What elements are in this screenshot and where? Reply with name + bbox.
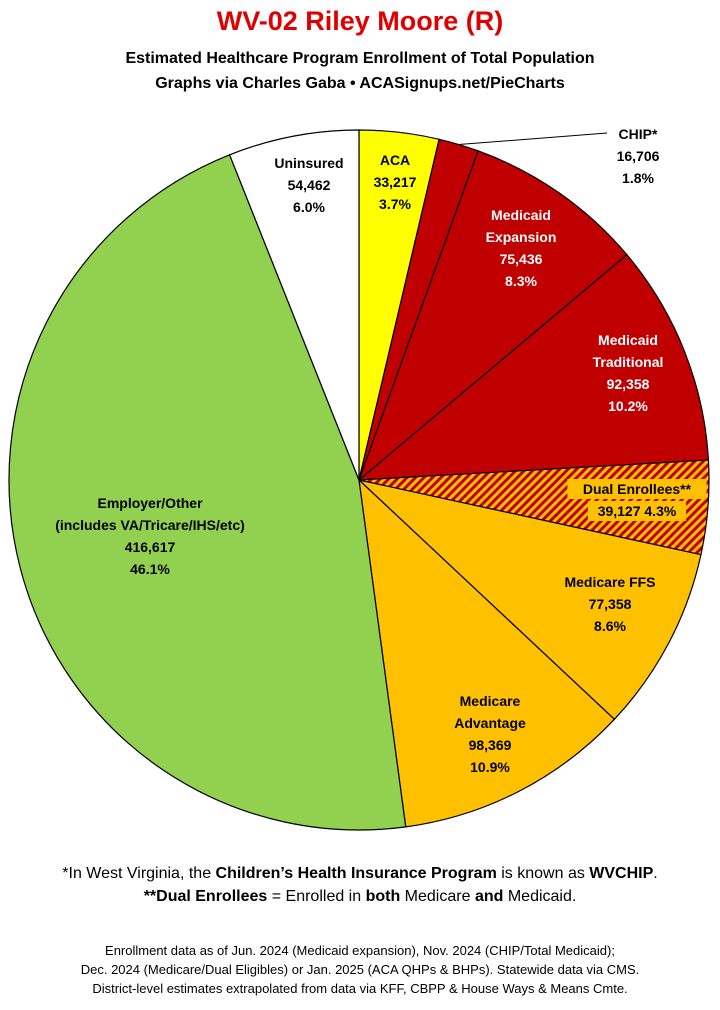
slice-label-aca: 3.7%	[379, 196, 411, 212]
pie-slice-medicare-ffs	[357, 478, 702, 721]
chip-leader-line	[458, 132, 608, 146]
footnote-text: Medicaid.	[503, 888, 577, 905]
footnote-bold-text: Children’s Health Insurance Program	[215, 865, 497, 882]
slice-label-medicaid-traditional: Medicaid	[598, 332, 658, 348]
slice-label-medicaid-traditional: 10.2%	[608, 398, 648, 414]
footnote-text: *In West Virginia, the	[62, 865, 216, 882]
source-note-line2: Dec. 2024 (Medicare/Dual Eligibles) or J…	[80, 962, 640, 977]
label-background	[567, 479, 707, 499]
slice-label-medicare-advantage: Advantage	[454, 715, 526, 731]
slice-label-chip: CHIP*	[619, 126, 658, 142]
label-background	[587, 501, 687, 521]
footnote-bold-text: and	[474, 888, 504, 905]
footnote-bold-text: both	[365, 888, 401, 905]
footnote-text: = Enrolled in	[267, 888, 366, 905]
slice-label-dual-enrollees: 39,127 4.3%	[598, 503, 677, 519]
slice-label-medicaid-expansion: Expansion	[486, 229, 557, 245]
slice-label-chip: 16,706	[617, 148, 660, 164]
pie-slice-medicaid-traditional	[357, 253, 710, 481]
source-note-line1: Enrollment data as of Jun. 2024 (Medicai…	[105, 943, 615, 958]
slice-label-medicare-advantage: 98,369	[469, 737, 512, 753]
slice-label-uninsured: Uninsured	[274, 155, 343, 171]
slice-label-aca: ACA	[380, 152, 410, 168]
slice-label-medicare-ffs: 8.6%	[594, 618, 626, 634]
slice-label-medicaid-traditional: 92,358	[607, 376, 650, 392]
slice-label-employer-other: (includes VA/Tricare/IHS/etc)	[55, 517, 245, 533]
slice-label-medicaid-expansion: Medicaid	[491, 207, 551, 223]
slice-label-medicare-advantage: 10.9%	[470, 759, 510, 775]
source-note-line3: District-level estimates extrapolated fr…	[92, 981, 628, 996]
slice-label-chip: 1.8%	[622, 170, 654, 186]
slice-label-medicaid-expansion: 75,436	[500, 251, 543, 267]
slice-label-employer-other: Employer/Other	[97, 495, 203, 511]
footnote-text: Medicare	[400, 888, 475, 905]
slice-label-dual-enrollees: Dual Enrollees**	[583, 481, 692, 497]
pie-slice-medicaid-expansion	[357, 150, 628, 482]
dual-footnote: **Dual Enrollees = Enrolled in both Medi…	[0, 886, 720, 908]
footnote-text: .	[653, 865, 658, 882]
pie-slice-medicare-advantage	[358, 478, 616, 828]
footnote-text: is known as	[496, 865, 590, 882]
slice-label-employer-other: 416,617	[125, 539, 176, 555]
slice-label-aca: 33,217	[374, 174, 417, 190]
slice-label-uninsured: 54,462	[288, 177, 331, 193]
chart-title: WV-02 Riley Moore (R)	[216, 6, 504, 36]
slice-label-uninsured: 6.0%	[293, 199, 325, 215]
slice-label-medicare-ffs: Medicare FFS	[564, 574, 655, 590]
footnote-bold-text: WVCHIP	[589, 865, 654, 882]
footnote-bold-text: **Dual Enrollees	[143, 888, 268, 905]
pie-slice-uninsured	[228, 129, 360, 481]
slice-label-medicare-ffs: 77,358	[589, 596, 632, 612]
chip-footnote: *In West Virginia, the Children’s Health…	[0, 863, 720, 885]
slice-label-medicaid-traditional: Traditional	[593, 354, 664, 370]
pie-slice-employer-other	[8, 154, 407, 831]
chart-credit: Graphs via Charles Gaba • ACASignups.net…	[155, 75, 565, 92]
chart-subtitle: Estimated Healthcare Program Enrollment …	[125, 50, 595, 67]
slice-label-employer-other: 46.1%	[130, 561, 170, 577]
slice-label-medicare-advantage: Medicare	[460, 693, 521, 709]
slice-label-medicaid-expansion: 8.3%	[505, 273, 537, 289]
